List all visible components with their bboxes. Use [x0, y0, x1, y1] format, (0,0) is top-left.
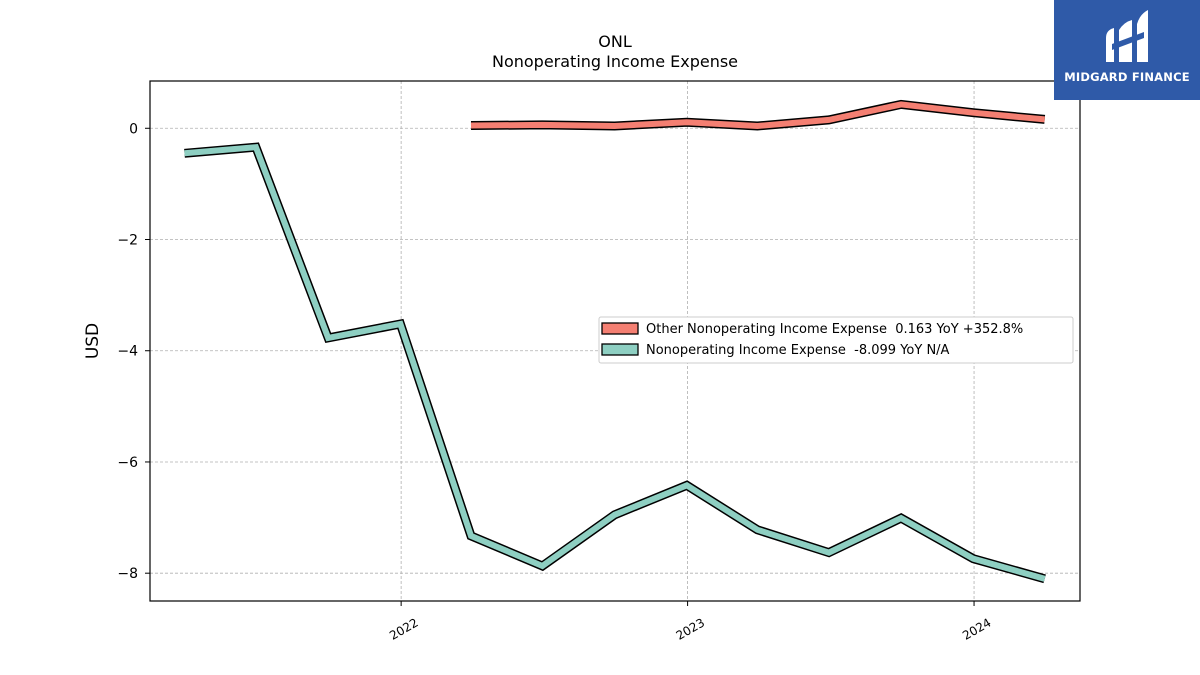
legend-swatch-other [601, 322, 639, 335]
x-tick-label: 2024 [960, 615, 993, 642]
x-tick-label: 2022 [387, 615, 420, 642]
plot-frame [149, 80, 1081, 602]
logo-text: MIDGARD FINANCE [1064, 70, 1190, 84]
legend-label-other: Other Nonoperating Income Expense 0.163 … [646, 322, 1023, 337]
legend-label-nonoperating: Nonoperating Income Expense -8.099 YoY N… [646, 343, 950, 358]
y-axis-label: USD [83, 323, 103, 359]
x-tick-label: 2023 [674, 615, 707, 642]
y-tick-label: −2 [117, 233, 138, 249]
legend-swatch-nonoperating [601, 343, 639, 356]
series-line [470, 101, 1045, 130]
brand-logo: MIDGARD FINANCE [1054, 0, 1200, 100]
chart-title: ONL [598, 32, 632, 51]
y-tick-label: −4 [117, 344, 138, 360]
chart-subtitle: Nonoperating Income Expense [492, 52, 738, 71]
y-tick-label: 0 [129, 121, 138, 137]
logo-mark-icon [1106, 10, 1148, 62]
series-line [184, 144, 1046, 582]
legend: Other Nonoperating Income Expense 0.163 … [598, 316, 1074, 364]
legend-box [598, 316, 1074, 364]
y-tick-label: −6 [117, 455, 138, 471]
y-tick-label: −8 [117, 566, 138, 582]
